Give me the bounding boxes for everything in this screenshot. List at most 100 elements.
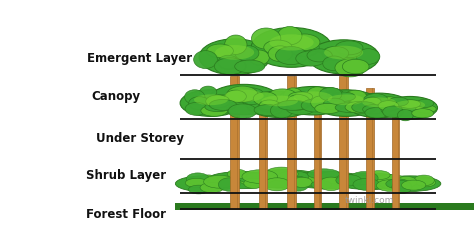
Ellipse shape xyxy=(205,102,231,112)
Ellipse shape xyxy=(188,185,209,194)
Ellipse shape xyxy=(184,90,205,104)
Ellipse shape xyxy=(228,104,257,118)
Ellipse shape xyxy=(225,35,247,54)
Ellipse shape xyxy=(200,86,217,98)
Ellipse shape xyxy=(189,97,210,110)
Ellipse shape xyxy=(185,178,208,187)
Ellipse shape xyxy=(364,94,388,107)
Ellipse shape xyxy=(324,46,363,59)
Ellipse shape xyxy=(319,172,344,184)
Ellipse shape xyxy=(289,34,320,50)
Ellipse shape xyxy=(389,97,408,106)
Ellipse shape xyxy=(275,46,307,65)
Ellipse shape xyxy=(206,95,230,108)
Ellipse shape xyxy=(239,88,265,105)
Ellipse shape xyxy=(296,51,326,66)
Ellipse shape xyxy=(417,178,436,187)
Ellipse shape xyxy=(319,87,342,101)
Ellipse shape xyxy=(185,102,208,115)
Ellipse shape xyxy=(378,101,399,111)
Ellipse shape xyxy=(301,99,329,112)
Bar xyxy=(314,88,321,209)
Ellipse shape xyxy=(244,170,325,188)
Ellipse shape xyxy=(289,39,319,56)
Ellipse shape xyxy=(399,100,421,108)
Ellipse shape xyxy=(201,105,228,116)
Ellipse shape xyxy=(336,175,362,186)
Ellipse shape xyxy=(383,99,400,110)
Bar xyxy=(265,90,266,209)
Ellipse shape xyxy=(246,91,313,118)
Ellipse shape xyxy=(315,103,341,114)
Ellipse shape xyxy=(319,177,343,191)
Ellipse shape xyxy=(365,108,389,118)
Bar xyxy=(230,76,239,209)
Ellipse shape xyxy=(310,96,334,110)
Ellipse shape xyxy=(383,96,438,119)
Ellipse shape xyxy=(383,106,403,118)
Ellipse shape xyxy=(345,90,366,103)
Ellipse shape xyxy=(268,46,292,62)
Ellipse shape xyxy=(342,59,369,74)
Ellipse shape xyxy=(307,49,332,62)
Ellipse shape xyxy=(204,175,235,188)
Ellipse shape xyxy=(417,99,434,108)
Ellipse shape xyxy=(396,176,417,187)
Ellipse shape xyxy=(335,41,363,55)
Ellipse shape xyxy=(376,180,403,191)
Ellipse shape xyxy=(218,55,238,69)
Ellipse shape xyxy=(253,92,277,105)
Ellipse shape xyxy=(227,86,258,102)
Ellipse shape xyxy=(368,171,390,180)
Ellipse shape xyxy=(235,45,259,61)
Ellipse shape xyxy=(214,58,246,74)
Ellipse shape xyxy=(315,88,344,101)
Ellipse shape xyxy=(207,44,233,58)
Ellipse shape xyxy=(331,92,356,101)
Ellipse shape xyxy=(278,27,302,45)
Ellipse shape xyxy=(311,181,332,189)
Ellipse shape xyxy=(287,103,314,115)
Ellipse shape xyxy=(199,39,270,75)
Text: Canopy: Canopy xyxy=(91,90,141,103)
Ellipse shape xyxy=(259,100,280,110)
Ellipse shape xyxy=(339,45,362,58)
Ellipse shape xyxy=(242,93,268,108)
Ellipse shape xyxy=(401,180,426,190)
Ellipse shape xyxy=(386,179,410,189)
Ellipse shape xyxy=(240,177,268,186)
Ellipse shape xyxy=(348,93,410,118)
Ellipse shape xyxy=(308,40,379,74)
Text: Shrub Layer: Shrub Layer xyxy=(85,169,166,182)
Ellipse shape xyxy=(356,49,380,64)
Ellipse shape xyxy=(258,100,282,112)
Ellipse shape xyxy=(322,46,349,60)
Ellipse shape xyxy=(345,101,375,113)
Ellipse shape xyxy=(335,103,362,112)
Ellipse shape xyxy=(335,59,366,77)
Ellipse shape xyxy=(416,105,436,113)
Ellipse shape xyxy=(364,97,381,106)
Ellipse shape xyxy=(270,103,293,118)
Bar xyxy=(319,88,320,209)
Ellipse shape xyxy=(277,87,348,115)
Ellipse shape xyxy=(413,175,434,186)
Ellipse shape xyxy=(283,88,302,103)
Ellipse shape xyxy=(313,90,379,116)
Bar xyxy=(237,76,238,209)
Text: Under Storey: Under Storey xyxy=(96,132,184,145)
Ellipse shape xyxy=(381,104,402,115)
Ellipse shape xyxy=(180,90,242,116)
Bar xyxy=(259,90,267,209)
Ellipse shape xyxy=(341,175,372,185)
Ellipse shape xyxy=(249,50,269,65)
Ellipse shape xyxy=(289,92,313,102)
Ellipse shape xyxy=(261,96,298,106)
Ellipse shape xyxy=(215,45,254,60)
Bar xyxy=(392,100,399,209)
Ellipse shape xyxy=(308,169,340,179)
Ellipse shape xyxy=(292,100,313,112)
Ellipse shape xyxy=(269,34,314,50)
Ellipse shape xyxy=(198,175,218,186)
Ellipse shape xyxy=(293,91,332,103)
